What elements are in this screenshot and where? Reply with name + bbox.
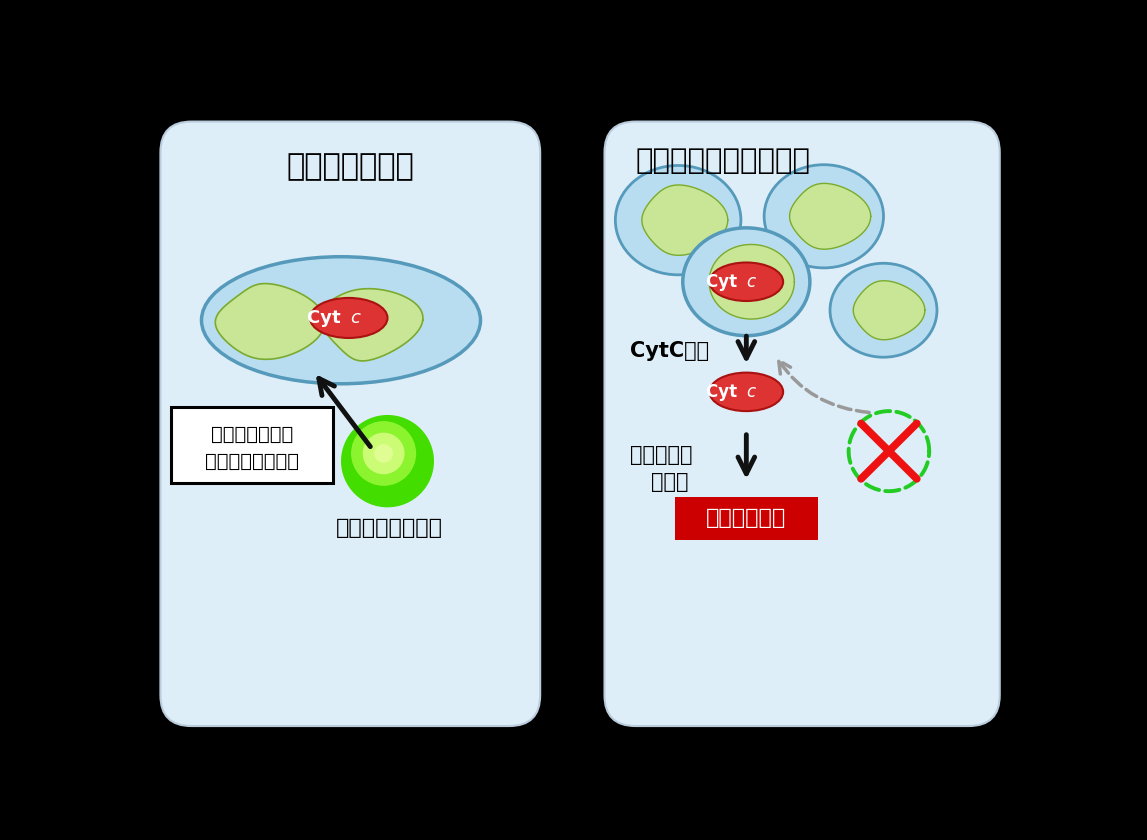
Text: カスパーゼ・: カスパーゼ・ [707, 508, 787, 528]
Text: ミトコンドリア: ミトコンドリア [211, 425, 294, 444]
Ellipse shape [710, 262, 783, 301]
Polygon shape [216, 284, 325, 360]
Text: ミトコンドリア: ミトコンドリア [287, 152, 414, 181]
Ellipse shape [202, 257, 481, 384]
Text: カスパーゼ: カスパーゼ [630, 445, 693, 465]
Polygon shape [853, 281, 924, 339]
Text: $\mathit{c}$: $\mathit{c}$ [350, 309, 362, 327]
Text: ミトコンドリア断片化: ミトコンドリア断片化 [635, 147, 811, 175]
FancyBboxPatch shape [171, 407, 334, 484]
Polygon shape [319, 289, 423, 361]
FancyArrowPatch shape [779, 360, 869, 412]
Ellipse shape [764, 165, 883, 268]
Polygon shape [709, 244, 795, 319]
Ellipse shape [682, 228, 810, 336]
Ellipse shape [310, 298, 388, 338]
FancyBboxPatch shape [161, 122, 540, 726]
Circle shape [362, 433, 405, 475]
Text: 動態・機能の維持: 動態・機能の維持 [205, 452, 299, 471]
Text: $\mathit{c}$: $\mathit{c}$ [747, 273, 757, 291]
Circle shape [351, 421, 416, 486]
Text: $\mathit{c}$: $\mathit{c}$ [747, 383, 757, 401]
Text: Cyt: Cyt [306, 309, 346, 327]
FancyBboxPatch shape [604, 122, 1000, 726]
Polygon shape [789, 183, 871, 249]
Text: Cyt: Cyt [705, 273, 742, 291]
Text: Cyt: Cyt [705, 383, 742, 401]
Ellipse shape [710, 373, 783, 411]
Polygon shape [642, 185, 728, 255]
Text: 活性化: 活性化 [651, 472, 688, 492]
Circle shape [374, 444, 393, 463]
Ellipse shape [615, 165, 741, 275]
FancyBboxPatch shape [676, 496, 818, 539]
Ellipse shape [830, 263, 937, 357]
Text: ペルオキシソーム: ペルオキシソーム [336, 518, 443, 538]
Text: CytC漏出: CytC漏出 [630, 341, 709, 361]
Circle shape [341, 415, 434, 507]
